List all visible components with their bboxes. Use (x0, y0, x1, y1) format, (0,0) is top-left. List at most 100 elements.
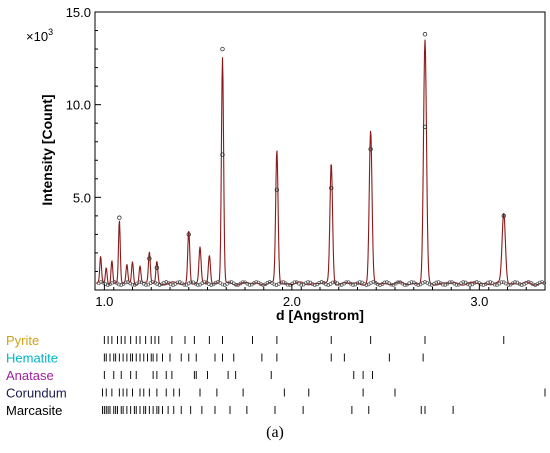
observed-point (220, 282, 225, 287)
observed-point (182, 282, 187, 287)
phase-reflection-markers: Pyrite Hematite Anatase Corundum Marcasite (6, 333, 546, 418)
observed-point (123, 280, 128, 285)
observed-point (155, 282, 160, 286)
observed-point (162, 280, 166, 285)
observed-point (441, 282, 445, 287)
observed-point (234, 282, 238, 287)
observed-point (189, 280, 193, 285)
observed-point (330, 280, 335, 285)
observed-point (112, 280, 117, 284)
observed-point (319, 280, 324, 284)
observed-point (99, 280, 103, 284)
observed-point (542, 281, 547, 285)
observed-point (310, 282, 315, 286)
observed-point (110, 280, 115, 285)
observed-point (147, 256, 152, 261)
y-tick-label: 15.0 (66, 5, 91, 20)
observed-point (216, 280, 220, 284)
observed-point (220, 46, 225, 52)
y-multiplier: ×103 (26, 27, 53, 44)
observed-point (409, 280, 414, 284)
observed-point (279, 280, 283, 285)
observed-point (447, 280, 452, 285)
observed-point (422, 124, 428, 130)
observed-point (537, 280, 542, 285)
observed-point (375, 282, 380, 287)
y-tick-label: 10.0 (66, 98, 91, 113)
observed-point (337, 282, 342, 287)
observed-point (164, 280, 169, 284)
observed-point (227, 280, 232, 285)
phase-row: Corundum (6, 386, 546, 401)
observed-points (96, 32, 547, 287)
observed-point (195, 283, 200, 287)
phase-name: Anatase (6, 368, 54, 383)
observed-point (324, 282, 328, 287)
x-tick-label: 2.0 (283, 294, 301, 309)
x-tick-label: 1.0 (95, 294, 113, 309)
observed-point (317, 280, 322, 285)
observed-point (513, 280, 517, 284)
observed-point (526, 280, 531, 284)
observed-point (312, 283, 317, 287)
observed-point (267, 280, 272, 284)
observed-point (247, 283, 252, 287)
observed-point (285, 282, 290, 287)
observed-point (427, 282, 432, 287)
observed-point (137, 280, 142, 285)
observed-point (423, 280, 427, 284)
observed-point (382, 280, 387, 285)
observed-point (422, 32, 428, 37)
observed-point (499, 280, 504, 285)
observed-point (368, 146, 373, 152)
observed-point (468, 283, 472, 287)
observed-point (306, 280, 310, 284)
phase-row: Marcasite (6, 403, 454, 418)
observed-point (420, 280, 425, 285)
observed-point (265, 280, 270, 285)
observed-point (154, 265, 160, 270)
observed-point (117, 282, 121, 287)
plot-border (94, 11, 546, 291)
observed-point (369, 280, 373, 285)
observed-point (220, 152, 225, 157)
y-multiplier-exp: 3 (48, 27, 53, 37)
observed-point (175, 280, 180, 285)
observed-point (209, 283, 214, 287)
observed-point (344, 280, 349, 285)
observed-point (371, 280, 376, 284)
observed-point (292, 280, 297, 285)
phase-row: Pyrite (6, 333, 505, 348)
observed-point (506, 283, 511, 287)
observed-point (474, 280, 479, 284)
phase-name: Marcasite (6, 403, 62, 418)
x-tick-label: 3.0 (470, 294, 488, 309)
observed-point (299, 283, 304, 287)
observed-point (105, 283, 110, 287)
phase-row: Hematite (6, 351, 424, 366)
y-axis-label: Intensity [Count] (39, 94, 55, 205)
observed-point (207, 282, 211, 286)
observed-point (329, 185, 334, 191)
panel-label: (a) (266, 424, 284, 441)
observed-point (519, 283, 524, 287)
phase-name: Hematite (6, 351, 58, 366)
observed-point (144, 283, 148, 287)
observed-point (157, 283, 162, 287)
observed-point (454, 283, 459, 287)
observed-point (274, 187, 280, 193)
observed-point (357, 280, 362, 284)
observed-point (531, 282, 535, 287)
phase-row: Anatase (6, 368, 373, 383)
observed-point (389, 282, 394, 287)
observed-point (272, 282, 277, 287)
phase-name: Corundum (6, 386, 67, 401)
observed-point (524, 281, 529, 285)
plot-frame (94, 11, 546, 291)
observed-point (168, 282, 173, 287)
observed-point (351, 283, 355, 287)
observed-point (258, 282, 263, 286)
observed-point (117, 215, 122, 220)
observed-point (472, 281, 477, 285)
